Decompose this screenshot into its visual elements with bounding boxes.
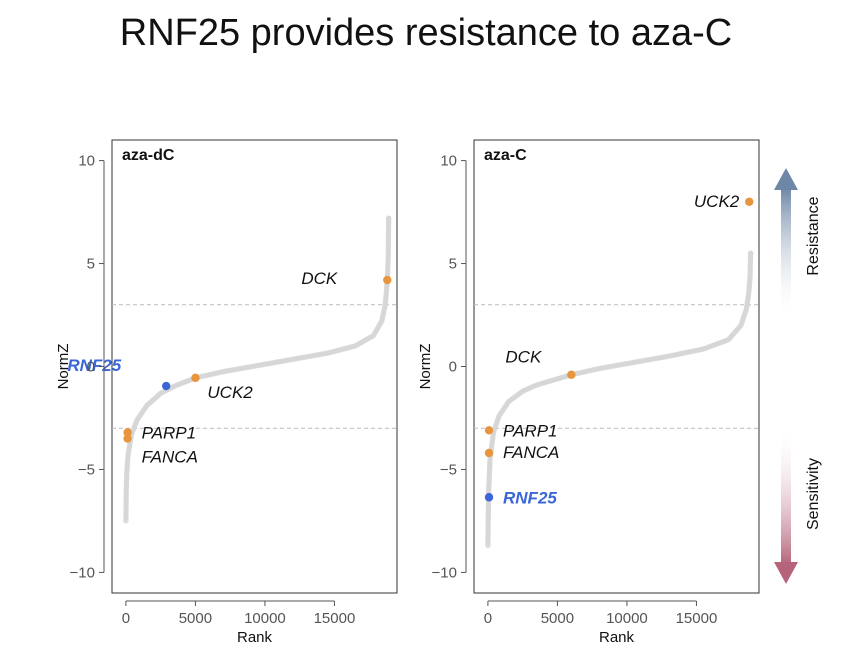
chart-panel-aza-dC: DCK RNF25 UCK2 PARP1 FANCA aza-dC −10 −5 0 5 10 Nor… [55,139,398,646]
gene-point-rnf25 [162,381,171,391]
gene-point-rnf25 [484,493,494,502]
plot-frame [473,139,760,594]
gene-label-parp1: PARP1 [142,423,197,442]
gene-point-fanca [123,434,132,443]
y-tick-label: 0 [87,359,95,376]
x-tick-label: 10000 [244,610,286,627]
gene-point-parp1 [123,428,132,437]
y-tick-label: 5 [449,256,457,273]
resistance-label: Resistance [805,196,822,275]
y-tick-label: 5 [87,256,95,273]
gene-point-uck2 [191,373,200,383]
x-tick-label: 0 [484,610,492,627]
gene-point-parp1 [484,426,494,435]
y-axis-label: NormZ [417,344,434,390]
gene-label-uck2: UCK2 [694,192,740,211]
slide-title: RNF25 provides resistance to aza-C [119,12,733,54]
gene-points [123,215,392,524]
gene-label-dck: DCK [505,348,542,367]
chart-panel-aza-C: UCK2 DCK PARP1 FANCA RNF25 aza-C −10 −5 0 5 10 Norm… [417,139,760,646]
gene-point-dck [567,370,576,379]
x-tick-label: 10000 [606,610,648,627]
gene-label-fanca: FANCA [142,448,198,467]
x-tick-label: 0 [122,610,130,627]
sensitivity-arrow [774,425,798,584]
gene-point-fanca [484,448,494,458]
x-axis-label: Rank [599,629,635,646]
gene-points [485,250,754,549]
panel-label: aza-dC [122,147,175,164]
x-tick-label: 5000 [541,610,574,627]
y-tick-label: −5 [440,461,457,478]
x-tick-label: 5000 [179,610,212,627]
y-tick-label: −10 [432,564,457,581]
gene-label-rnf25: RNF25 [503,488,557,507]
panel-label: aza-C [484,147,527,164]
x-tick-label: 15000 [676,610,718,627]
y-tick-label: 0 [449,359,457,376]
gene-label-parp1: PARP1 [503,421,558,440]
gene-label-uck2: UCK2 [207,383,253,402]
y-tick-label: 10 [440,153,457,170]
y-tick-label: −10 [70,564,95,581]
x-tick-label: 15000 [314,610,356,627]
gene-label-rnf25: RNF25 [67,356,121,375]
gene-point-uck2 [745,197,754,206]
gene-label-dck: DCK [301,269,338,288]
x-axis-label: Rank [237,629,273,646]
gene-label-fanca: FANCA [503,443,559,462]
sensitivity-label: Sensitivity [805,458,822,530]
y-tick-label: −5 [78,461,95,478]
y-tick-label: 10 [78,153,95,170]
gene-point-dck [383,275,392,285]
resistance-arrow [774,168,798,320]
y-axis-label: NormZ [55,344,72,390]
